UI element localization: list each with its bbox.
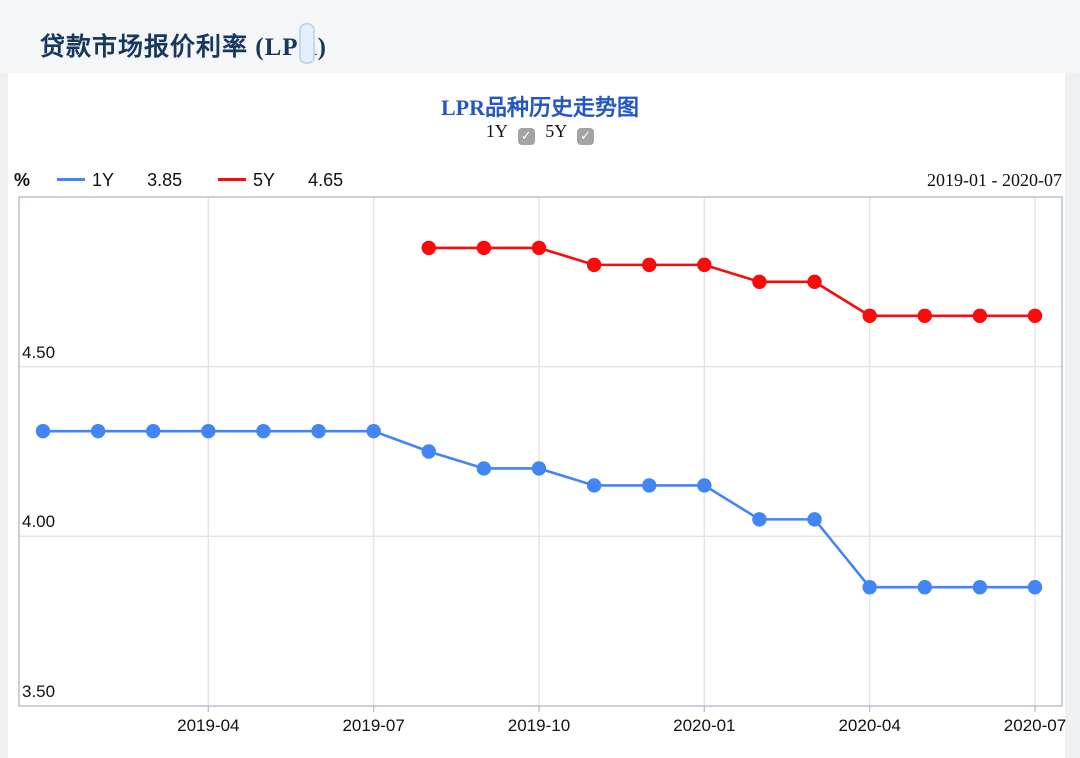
data-point-1y: [146, 423, 161, 439]
data-point-5y: [476, 240, 492, 256]
data-point-1y: [421, 444, 436, 459]
data-point-1y: [90, 423, 106, 439]
data-point-1y: [586, 478, 602, 493]
x-axis-tick-label: 2020-07: [1003, 716, 1067, 735]
data-point-1y: [1027, 580, 1043, 595]
data-point-1y: [531, 461, 547, 476]
data-point-5y: [1027, 308, 1043, 323]
toggle-1y[interactable]: 1Y ✓: [486, 121, 535, 145]
data-point-1y: [807, 512, 822, 527]
checkbox-1y-checked-icon[interactable]: ✓: [517, 128, 535, 145]
data-point-5y: [972, 308, 988, 323]
toggle-5y[interactable]: 5Y ✓: [545, 121, 595, 145]
y-axis-tick-label: 4.50: [22, 342, 56, 362]
plot-border: [18, 196, 1063, 707]
legend-item-5y[interactable]: 5Y 4.65: [218, 170, 343, 191]
data-point-1y: [642, 478, 657, 493]
x-axis-tick-label: 2019-10: [507, 716, 571, 735]
data-point-5y: [752, 274, 767, 290]
data-point-1y: [917, 580, 932, 595]
data-point-1y: [256, 423, 271, 439]
data-point-5y: [862, 308, 877, 323]
legend-value-1y: 3.85: [147, 170, 183, 190]
text-cursor: [299, 23, 315, 64]
toggle-5y-label: 5Y: [545, 121, 567, 141]
page-header: 贷款市场报价利率 (LPR): [0, 0, 1080, 73]
y-axis-unit-label: %: [14, 170, 31, 190]
series-line-5y: [428, 246, 1035, 318]
legend-label-1y: 1Y: [92, 170, 115, 190]
legend-line-1y-icon: [57, 178, 85, 181]
legend-item-1y[interactable]: 1Y 3.85: [57, 170, 182, 191]
data-point-5y: [642, 257, 657, 273]
data-point-5y: [697, 257, 712, 273]
data-point-1y: [366, 423, 381, 439]
legend-value-5y: 4.65: [308, 170, 344, 190]
x-axis-tick-label: 2019-04: [177, 716, 240, 735]
date-range-label: 2019-01 - 2020-07: [927, 170, 1062, 190]
y-axis-tick-label: 3.50: [22, 682, 56, 701]
data-point-5y: [586, 257, 602, 273]
legend-line-5y-icon: [218, 178, 246, 181]
chart-card: [8, 73, 1065, 758]
data-point-1y: [476, 461, 492, 476]
data-point-1y: [311, 423, 326, 439]
x-axis-tick-label: 2020-01: [673, 716, 736, 735]
toggle-1y-label: 1Y: [485, 121, 508, 141]
data-point-1y: [35, 423, 51, 439]
data-point-1y: [697, 478, 712, 493]
x-axis-tick-label: 2019-07: [342, 716, 405, 735]
legend-label-5y: 5Y: [253, 170, 276, 190]
series-toggle-row: 1Y ✓ 5Y ✓: [0, 121, 1080, 145]
data-point-1y: [752, 512, 767, 527]
data-point-5y: [531, 240, 547, 256]
data-point-5y: [917, 308, 932, 323]
page-title: 贷款市场报价利率 (LPR): [40, 34, 327, 61]
legend-row: % 1Y 3.85 5Y 4.65 2019-01 - 2020-07: [0, 170, 1080, 194]
chart-title: LPR品种历史走势图: [440, 95, 639, 120]
x-axis-tick-label: 2020-04: [838, 716, 901, 735]
data-point-1y: [201, 423, 216, 439]
data-point-5y: [421, 240, 436, 256]
y-axis-tick-label: 4.00: [22, 512, 56, 532]
checkbox-5y-checked-icon[interactable]: ✓: [577, 128, 595, 145]
data-point-1y: [862, 580, 877, 595]
data-point-1y: [972, 580, 988, 595]
data-point-5y: [807, 274, 822, 290]
